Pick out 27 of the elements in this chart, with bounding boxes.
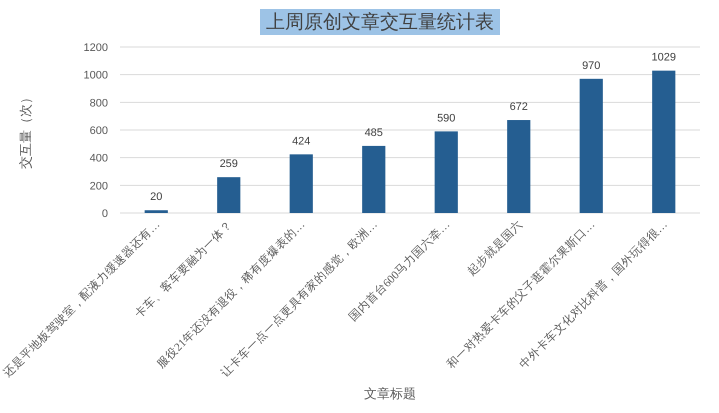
data-label: 424 xyxy=(292,135,310,148)
bar xyxy=(580,78,603,213)
chart-title: 上周原创文章交互量统计表 xyxy=(266,11,494,33)
data-label: 20 xyxy=(150,191,162,204)
data-label: 1029 xyxy=(652,52,676,64)
y-tick-label: 400 xyxy=(90,152,108,165)
y-tick-label: 600 xyxy=(90,125,108,137)
x-tick-label: 起步就是国六 xyxy=(464,217,525,278)
y-axis-title: 交互量（次） xyxy=(18,91,33,169)
bar xyxy=(362,146,386,213)
bar xyxy=(144,210,168,213)
data-label: 259 xyxy=(220,158,238,170)
bar xyxy=(652,70,676,213)
y-tick-label: 1000 xyxy=(84,70,108,82)
bar xyxy=(217,177,240,213)
data-label: 970 xyxy=(582,60,600,72)
bar xyxy=(507,120,530,213)
y-tick-label: 0 xyxy=(102,208,108,220)
data-label: 672 xyxy=(510,101,528,114)
x-axis-title: 文章标题 xyxy=(364,386,416,401)
y-tick-label: 800 xyxy=(90,97,108,110)
data-label: 590 xyxy=(437,112,456,124)
bar xyxy=(290,154,313,213)
bar xyxy=(434,131,458,213)
y-tick-label: 1200 xyxy=(84,42,108,54)
data-label: 485 xyxy=(364,126,383,139)
y-tick-label: 200 xyxy=(90,180,108,192)
